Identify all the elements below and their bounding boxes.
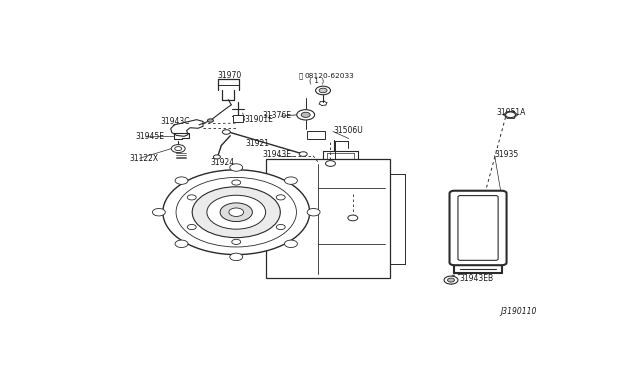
- Text: J3190110: J3190110: [500, 307, 537, 316]
- Circle shape: [285, 177, 298, 185]
- Circle shape: [192, 187, 280, 238]
- Text: 31945E: 31945E: [136, 132, 164, 141]
- Circle shape: [276, 195, 285, 200]
- Text: Ⓐ: Ⓐ: [299, 73, 303, 80]
- Circle shape: [176, 177, 296, 247]
- Circle shape: [316, 86, 330, 95]
- Text: 31901E: 31901E: [244, 115, 273, 124]
- Circle shape: [175, 177, 188, 185]
- Circle shape: [172, 145, 185, 153]
- Text: 08120-62033: 08120-62033: [305, 73, 355, 79]
- Text: 31943E: 31943E: [262, 150, 291, 160]
- Circle shape: [222, 130, 230, 134]
- Text: SEC.310: SEC.310: [204, 220, 233, 226]
- Circle shape: [232, 239, 241, 244]
- Circle shape: [152, 208, 165, 216]
- Circle shape: [175, 147, 182, 151]
- Circle shape: [213, 155, 220, 159]
- Text: 31943C: 31943C: [161, 118, 190, 126]
- Circle shape: [447, 278, 454, 282]
- FancyBboxPatch shape: [449, 191, 507, 265]
- Circle shape: [220, 203, 252, 222]
- Circle shape: [230, 253, 243, 261]
- FancyBboxPatch shape: [266, 159, 390, 278]
- Circle shape: [175, 240, 188, 247]
- FancyBboxPatch shape: [458, 196, 498, 260]
- Text: 31935: 31935: [494, 150, 518, 159]
- Text: 31506U: 31506U: [333, 126, 363, 135]
- Circle shape: [307, 208, 320, 216]
- Text: ( 1 ): ( 1 ): [309, 77, 324, 84]
- Circle shape: [300, 152, 307, 156]
- Text: 31376E: 31376E: [262, 111, 292, 120]
- Circle shape: [276, 224, 285, 230]
- Circle shape: [229, 208, 244, 217]
- Circle shape: [230, 164, 243, 171]
- Text: 31122X: 31122X: [129, 154, 159, 163]
- Circle shape: [285, 240, 298, 247]
- Circle shape: [232, 180, 241, 185]
- Circle shape: [207, 119, 213, 122]
- Bar: [233, 115, 243, 122]
- Circle shape: [506, 112, 515, 118]
- Text: 31970: 31970: [218, 71, 242, 80]
- Circle shape: [326, 161, 335, 166]
- Text: 31943EB: 31943EB: [459, 274, 493, 283]
- Circle shape: [207, 195, 266, 229]
- Circle shape: [319, 88, 327, 93]
- Circle shape: [297, 110, 315, 120]
- Circle shape: [301, 112, 310, 118]
- Circle shape: [188, 195, 196, 200]
- Circle shape: [188, 224, 196, 230]
- Circle shape: [444, 276, 458, 284]
- Circle shape: [163, 170, 310, 254]
- Text: 31921: 31921: [245, 139, 269, 148]
- Text: 31051A: 31051A: [497, 108, 526, 117]
- Text: 31924: 31924: [210, 158, 234, 167]
- Circle shape: [348, 215, 358, 221]
- FancyBboxPatch shape: [307, 131, 325, 139]
